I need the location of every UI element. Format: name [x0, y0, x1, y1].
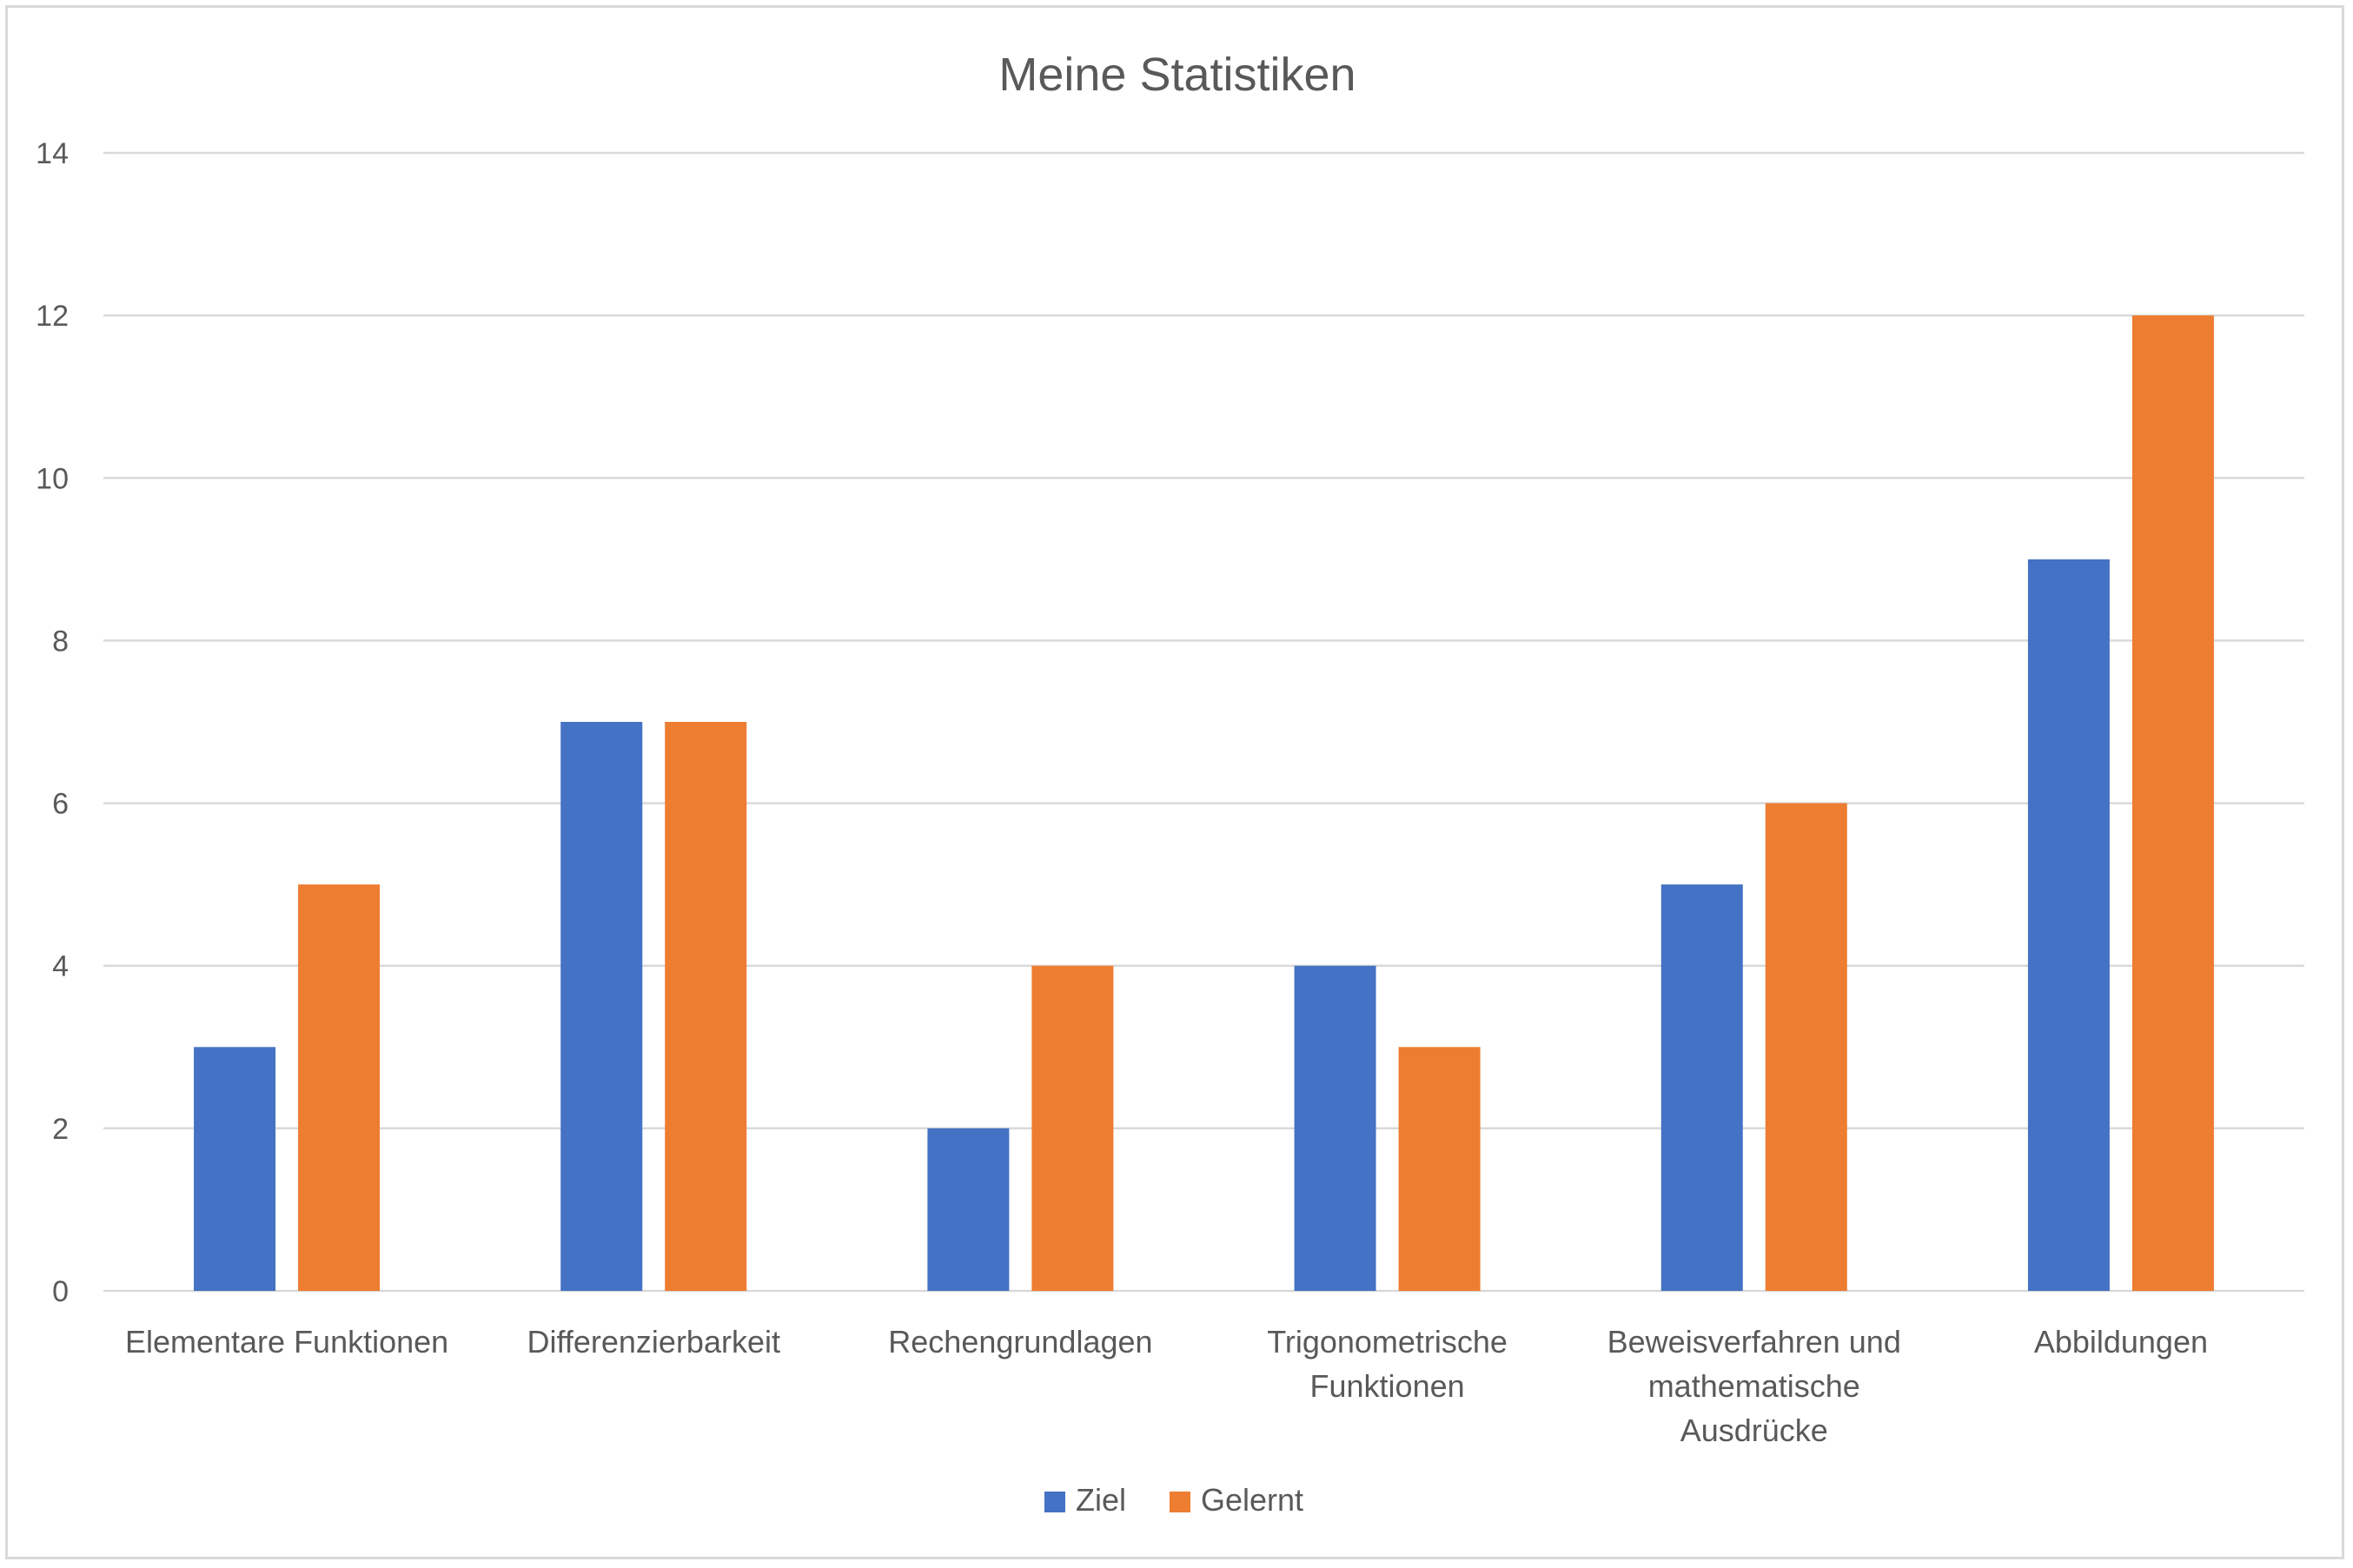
legend-label: Gelernt [1201, 1482, 1303, 1518]
bar-gelernt[interactable] [2131, 315, 2214, 1292]
chart-title: Meine Statistiken [998, 49, 1355, 101]
bar-chart: 0 2 4 6 8 10 12 14 Elementare Funktionen Differen… [36, 49, 2304, 1518]
bar-ziel[interactable] [1294, 965, 1376, 1291]
y-tick-label: 14 [36, 137, 69, 170]
bar-ziel[interactable] [2027, 559, 2110, 1291]
y-tick-label: 4 [52, 950, 69, 983]
y-tick-label: 12 [36, 300, 69, 333]
x-tick-label: Beweisverfahren und mathematische Ausdrück… [1607, 1324, 1901, 1448]
bar-ziel[interactable] [194, 1047, 276, 1291]
legend-label: Ziel [1076, 1482, 1126, 1518]
x-tick-label: Abbildungen [2034, 1324, 2208, 1360]
legend-item-gelernt[interactable]: Gelernt [1170, 1482, 1303, 1518]
bar-gelernt[interactable] [665, 722, 747, 1291]
y-tick-label: 0 [52, 1275, 69, 1308]
gridlines [103, 151, 2304, 1293]
labels: 0 2 4 6 8 10 12 14 Elementare Funktionen Differen… [36, 137, 2208, 1448]
x-tick-label: Differenzierbarkeit [527, 1324, 780, 1360]
bar-ziel[interactable] [1660, 884, 1743, 1291]
bar-gelernt[interactable] [298, 884, 381, 1291]
bar-ziel[interactable] [560, 722, 643, 1291]
x-tick-label: Rechengrundlagen [888, 1324, 1152, 1360]
legend-swatch [1170, 1492, 1190, 1512]
bar-ziel[interactable] [927, 1128, 1010, 1291]
y-tick-label: 2 [52, 1113, 69, 1146]
bar-gelernt[interactable] [1398, 1047, 1481, 1291]
legend-swatch [1044, 1492, 1065, 1512]
x-tick-label: Elementare Funktionen [125, 1324, 448, 1360]
legend[interactable]: Ziel Gelernt [1044, 1482, 1303, 1518]
bars [194, 315, 2214, 1292]
x-tick-label: Trigonometrische Funktionen [1267, 1324, 1508, 1404]
legend-item-ziel[interactable]: Ziel [1044, 1482, 1126, 1518]
y-tick-label: 8 [52, 625, 69, 658]
y-tick-label: 6 [52, 788, 69, 821]
bar-gelernt[interactable] [1765, 803, 1847, 1291]
bar-gelernt[interactable] [1031, 965, 1114, 1291]
y-tick-label: 10 [36, 462, 69, 495]
chart-frame: 0 2 4 6 8 10 12 14 Elementare Funktionen Differen… [5, 5, 2344, 1559]
